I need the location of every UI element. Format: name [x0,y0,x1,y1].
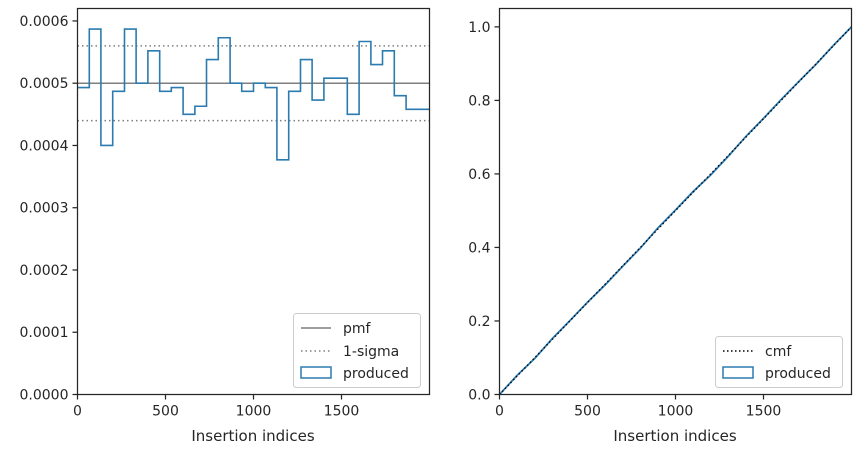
left-y-tick-label: 0.0006 [20,14,69,30]
right-y-tick-label: 0.6 [468,167,490,183]
left-legend: pmf 1-sigma produced [293,313,421,388]
right-y-tick-label: 1.0 [468,20,490,36]
legend-label-cmf: cmf [765,344,792,360]
right-y-tick-label: 0.8 [468,93,490,109]
left-x-tick-label: 500 [152,404,179,420]
right-legend-box [715,336,843,388]
produced-step-histogram [77,28,430,161]
left-axis-ticks: 0 500 1000 1500 0.0000 0.0001 0.0002 0.0003 0.00… [20,14,360,420]
left-y-tick-label: 0.0004 [20,138,69,154]
left-legend-box [293,313,421,388]
left-x-tick-label: 1500 [324,404,360,420]
right-legend: cmf produced [715,336,843,388]
right-x-axis-label: Insertion indices [613,427,736,445]
right-y-tick-label: 0.2 [468,314,490,330]
right-y-tick-label: 0.0 [468,388,490,404]
right-plot-marks [498,26,853,396]
right-axis-ticks: 0 500 1000 1500 0.0 0.2 0.4 0.6 0.8 1.0 [468,20,781,420]
left-y-tick-label: 0.0001 [20,325,69,341]
left-x-tick-label: 0 [73,404,82,420]
legend-label-produced: produced [343,366,409,382]
right-y-tick-label: 0.4 [468,240,490,256]
left-y-tick-label: 0.0005 [20,76,69,92]
left-plot-marks [77,28,430,161]
legend-swatch-produced [300,366,332,379]
left-y-tick-label: 0.0003 [20,201,69,217]
legend-swatch-produced-right [722,366,754,379]
right-x-tick-label: 500 [574,404,601,420]
right-panel: 0 500 1000 1500 0.0 0.2 0.4 0.6 0.8 1.0 Insertion… [468,7,853,445]
legend-label-1-sigma: 1-sigma [343,344,399,360]
left-x-tick-label: 1000 [236,404,272,420]
left-panel: 0 500 1000 1500 0.0000 0.0001 0.0002 0.0003 0.00… [20,7,431,445]
cmf-line [499,26,852,395]
right-x-tick-label: 1500 [746,404,782,420]
right-x-tick-label: 1000 [658,404,694,420]
legend-label-pmf: pmf [343,321,372,337]
left-x-axis-label: Insertion indices [191,427,314,445]
legend-label-produced-right: produced [765,366,831,382]
right-x-tick-label: 0 [495,404,504,420]
left-y-tick-label: 0.0000 [20,388,69,404]
left-y-tick-label: 0.0002 [20,263,69,279]
